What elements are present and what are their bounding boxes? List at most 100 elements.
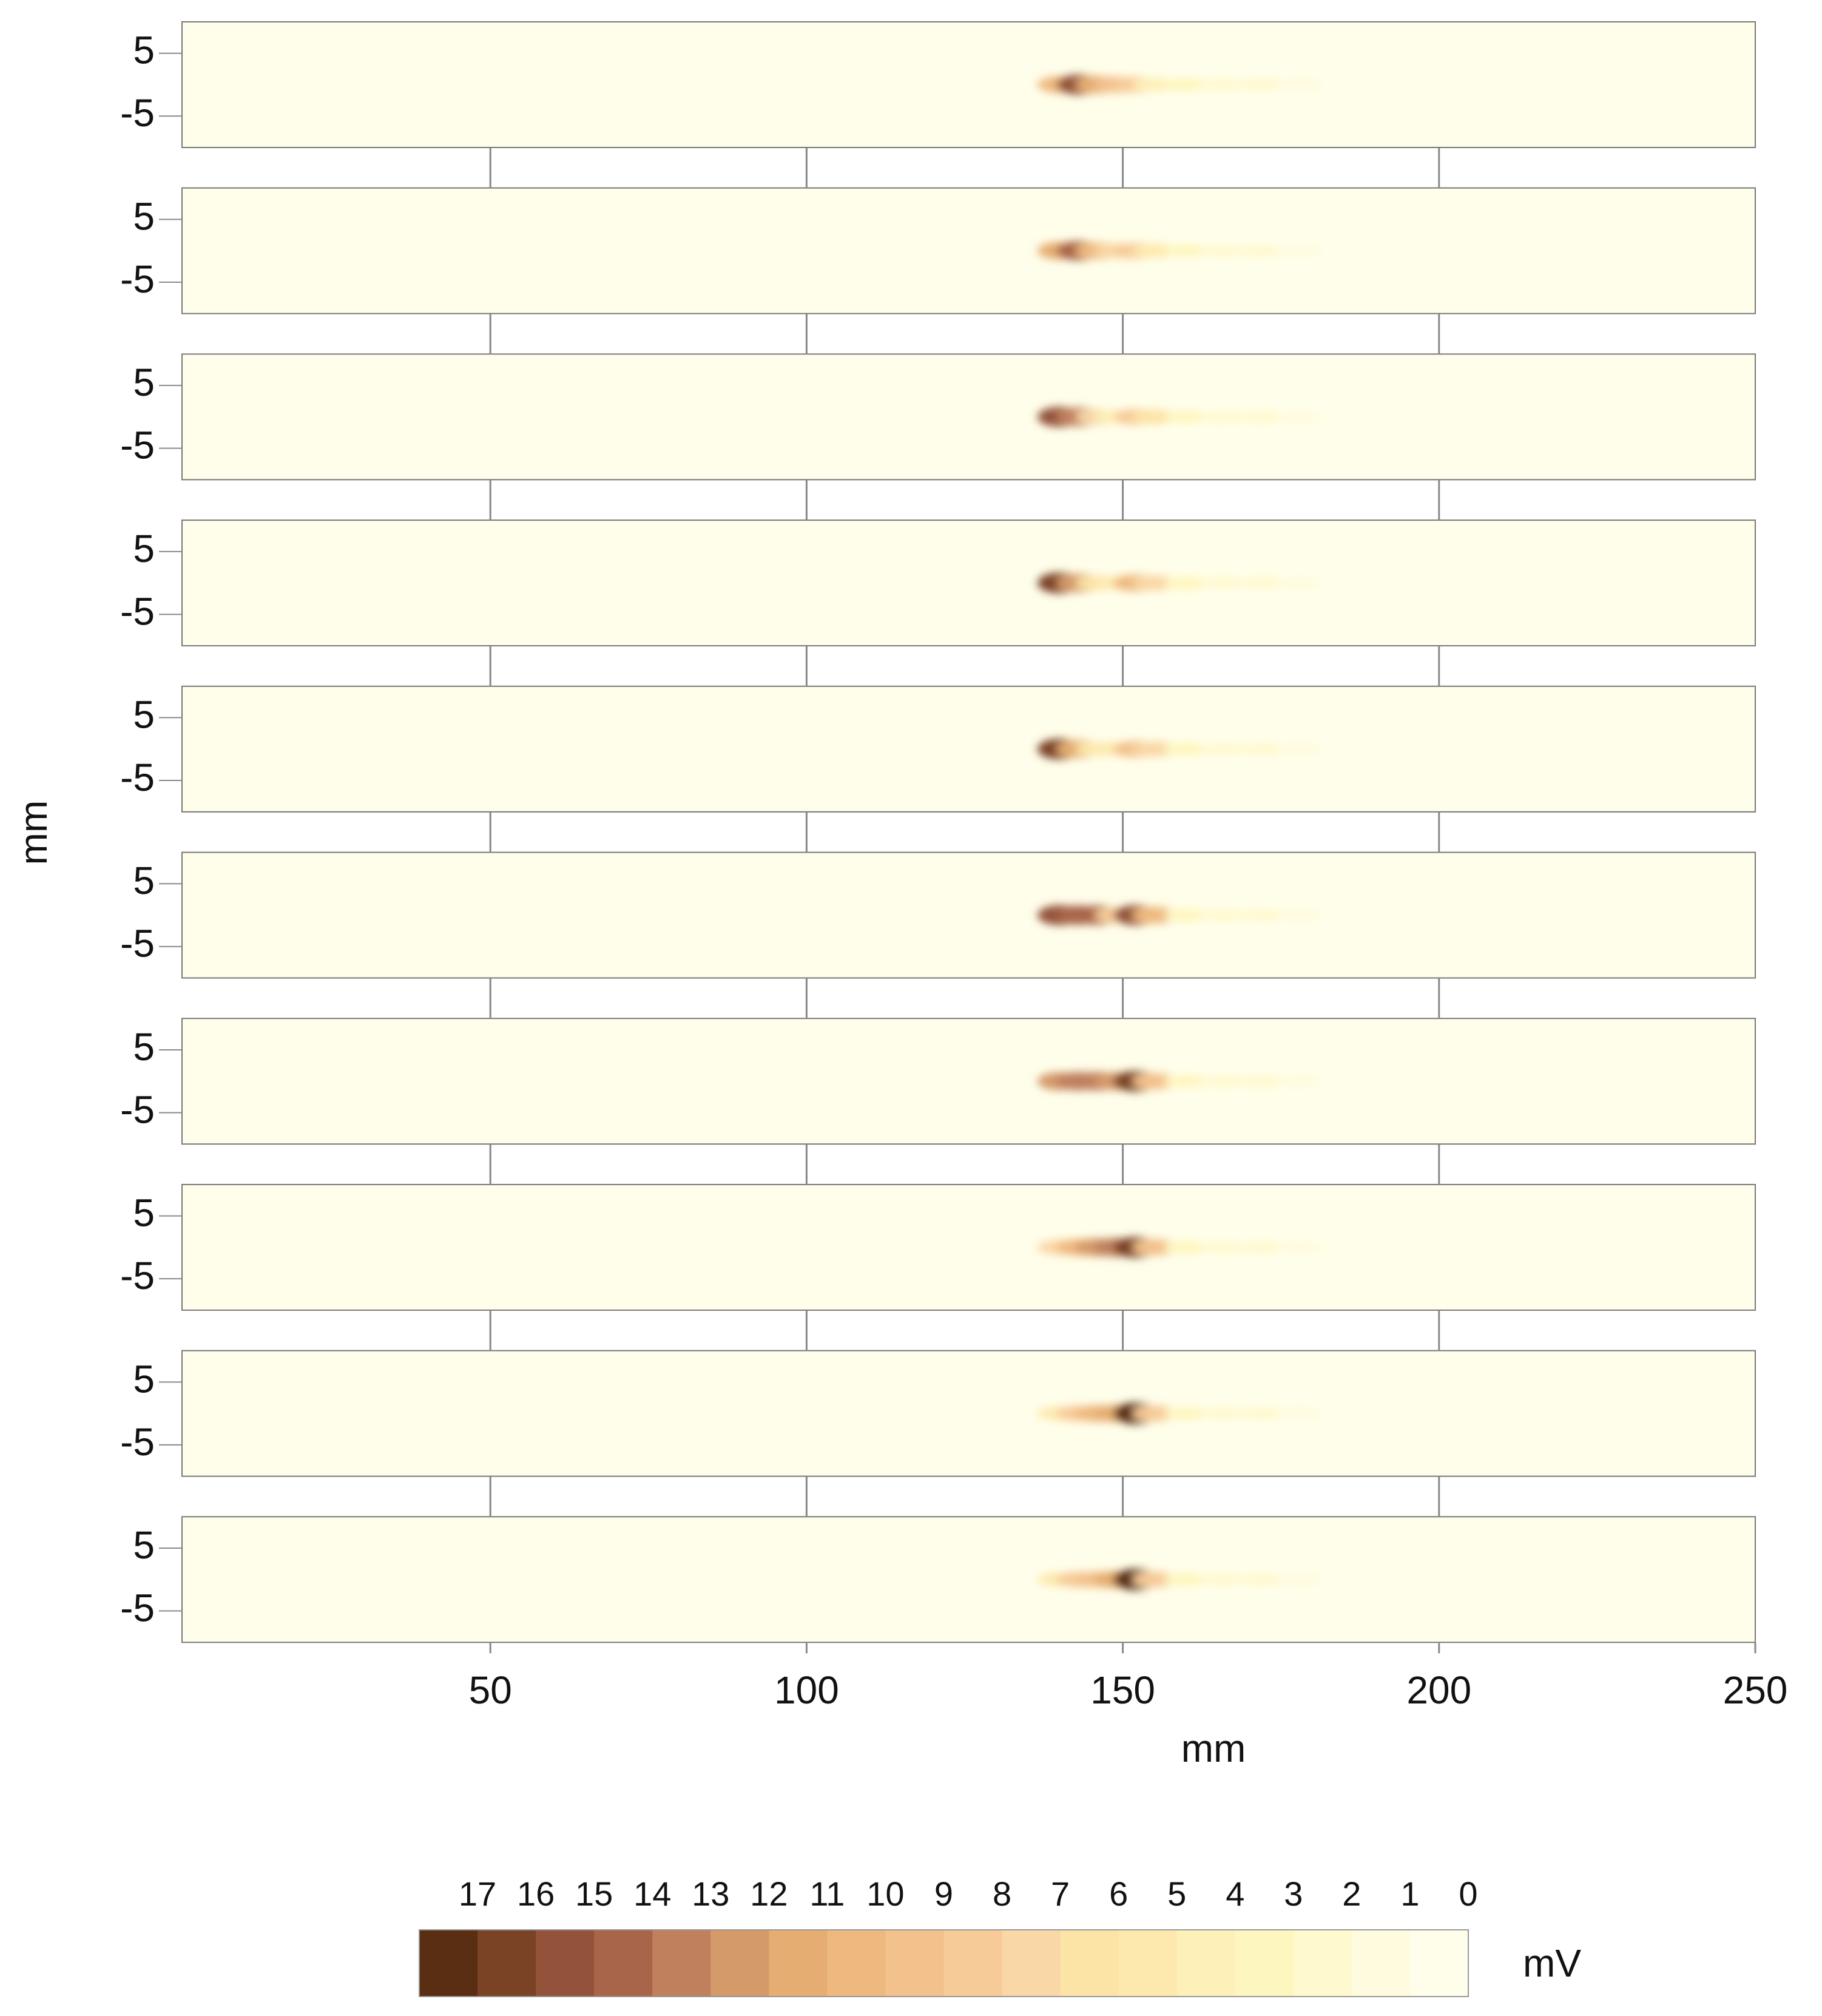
heat-cell: [1277, 743, 1322, 755]
heat-cell: [1277, 79, 1322, 90]
heat-cell: [1240, 1241, 1284, 1254]
colorbar-tick-label: 1: [1400, 1875, 1419, 1913]
heat-cell: [1240, 410, 1284, 423]
heat-cell: [1277, 909, 1322, 921]
colorbar-label: mV: [1523, 1941, 1581, 1985]
colorbar-cell: [769, 1930, 828, 1997]
x-tick-label: 250: [1723, 1668, 1788, 1712]
heat-cell: [1277, 1407, 1322, 1419]
heat-row: [1037, 1237, 1322, 1258]
heat-cell: [1201, 1407, 1246, 1420]
heat-cell: [1277, 577, 1322, 589]
heat-cell: [1201, 577, 1246, 589]
y-tick-label: 5: [133, 692, 155, 736]
heat-cell: [1132, 243, 1177, 258]
colorbar-tick-label: 9: [934, 1875, 953, 1913]
colorbar-tick-label: 6: [1109, 1875, 1128, 1913]
colorbar-cell: [1293, 1930, 1352, 1997]
colorbar-cell: [1409, 1930, 1469, 1997]
y-tick-label: 5: [133, 1357, 155, 1401]
heat-cell: [1201, 1573, 1246, 1586]
colorbar-tick-label: 14: [633, 1875, 671, 1913]
y-tick-label: -5: [120, 1420, 155, 1464]
colorbar-cell: [1118, 1930, 1178, 1997]
colorbar-tick-label: 8: [993, 1875, 1011, 1913]
heat-cell: [1164, 1240, 1209, 1254]
y-tick-label: 5: [133, 1025, 155, 1069]
colorbar-cell: [536, 1930, 595, 1997]
heat-cell: [1201, 1075, 1246, 1087]
colorbar-cell: [827, 1930, 886, 1997]
colorbar-tick-label: 11: [809, 1875, 845, 1913]
y-tick-label: -5: [120, 589, 155, 633]
colorbar-cell: [1060, 1930, 1119, 1997]
y-tick-label: 5: [133, 1523, 155, 1567]
y-tick-label: -5: [120, 91, 155, 135]
colorbar-cell: [1176, 1930, 1236, 1997]
y-tick-label: -5: [120, 1586, 155, 1629]
heat-cell: [1277, 1075, 1322, 1087]
colorbar-tick-label: 4: [1226, 1875, 1244, 1913]
colorbar-cell: [419, 1930, 478, 1997]
x-tick-label: 50: [469, 1668, 512, 1712]
heat-cell: [1240, 245, 1284, 257]
heat-cell: [1164, 908, 1209, 922]
panel-background: [181, 851, 1756, 979]
heat-cell: [1132, 78, 1177, 92]
heat-row: [1037, 572, 1322, 594]
colorbar-tick-label: 15: [575, 1875, 613, 1913]
heat-row: [1037, 241, 1322, 261]
heat-cell: [1201, 245, 1246, 257]
heat-cell: [1201, 78, 1246, 91]
heat-row: [1037, 75, 1322, 95]
heat-cell: [1240, 78, 1284, 91]
heat-row: [1037, 1569, 1322, 1591]
heat-row: [1037, 1071, 1322, 1092]
panel-background: [181, 1350, 1756, 1477]
colorbar-tick-label: 7: [1051, 1875, 1070, 1913]
heat-cell: [1164, 577, 1209, 590]
heat-cell: [1132, 741, 1177, 757]
heat-cell: [1132, 409, 1177, 424]
y-tick-label: 5: [133, 29, 155, 72]
heat-cell: [1132, 907, 1177, 924]
heat-cell: [1201, 1241, 1246, 1254]
heat-cell: [1164, 1573, 1209, 1586]
colorbar-tick-label: 2: [1342, 1875, 1361, 1913]
panel-background: [181, 187, 1756, 314]
colorbar-tick-label: 5: [1167, 1875, 1186, 1913]
colorbar-cell: [943, 1930, 1003, 1997]
y-tick-label: -5: [120, 756, 155, 799]
colorbar-frame: [419, 1929, 1469, 1997]
heat-cell: [1201, 410, 1246, 423]
heat-cell: [1240, 909, 1284, 921]
colorbar-cell: [1002, 1930, 1061, 1997]
heat-cell: [1277, 1241, 1322, 1253]
panel-background: [181, 1018, 1756, 1145]
heat-cell: [1132, 1073, 1177, 1090]
panel-background: [181, 1183, 1756, 1311]
panel-background: [181, 353, 1756, 481]
y-tick-label: 5: [133, 194, 155, 238]
y-axis-label: mm: [12, 800, 55, 865]
heat-row: [1037, 739, 1322, 760]
panel-background: [181, 519, 1756, 647]
colorbar-tick-label: 0: [1459, 1875, 1477, 1913]
heat-cell: [1240, 577, 1284, 589]
heat-cell: [1164, 1407, 1209, 1420]
heat-cell: [1132, 575, 1177, 591]
heat-cell: [1240, 1573, 1284, 1586]
heat-cell: [1201, 909, 1246, 921]
y-tick-label: -5: [120, 922, 155, 966]
panel-background: [181, 21, 1756, 148]
y-tick-label: 5: [133, 1191, 155, 1235]
heat-cell: [1132, 1239, 1177, 1256]
colorbar-cell: [652, 1930, 711, 1997]
colorbar-cell: [710, 1930, 769, 1997]
heat-cell: [1240, 1407, 1284, 1420]
heat-row: [1037, 1402, 1322, 1424]
panel-background: [181, 1516, 1756, 1643]
heat-cell: [1164, 244, 1209, 257]
colorbar-tick-label: 10: [866, 1875, 904, 1913]
